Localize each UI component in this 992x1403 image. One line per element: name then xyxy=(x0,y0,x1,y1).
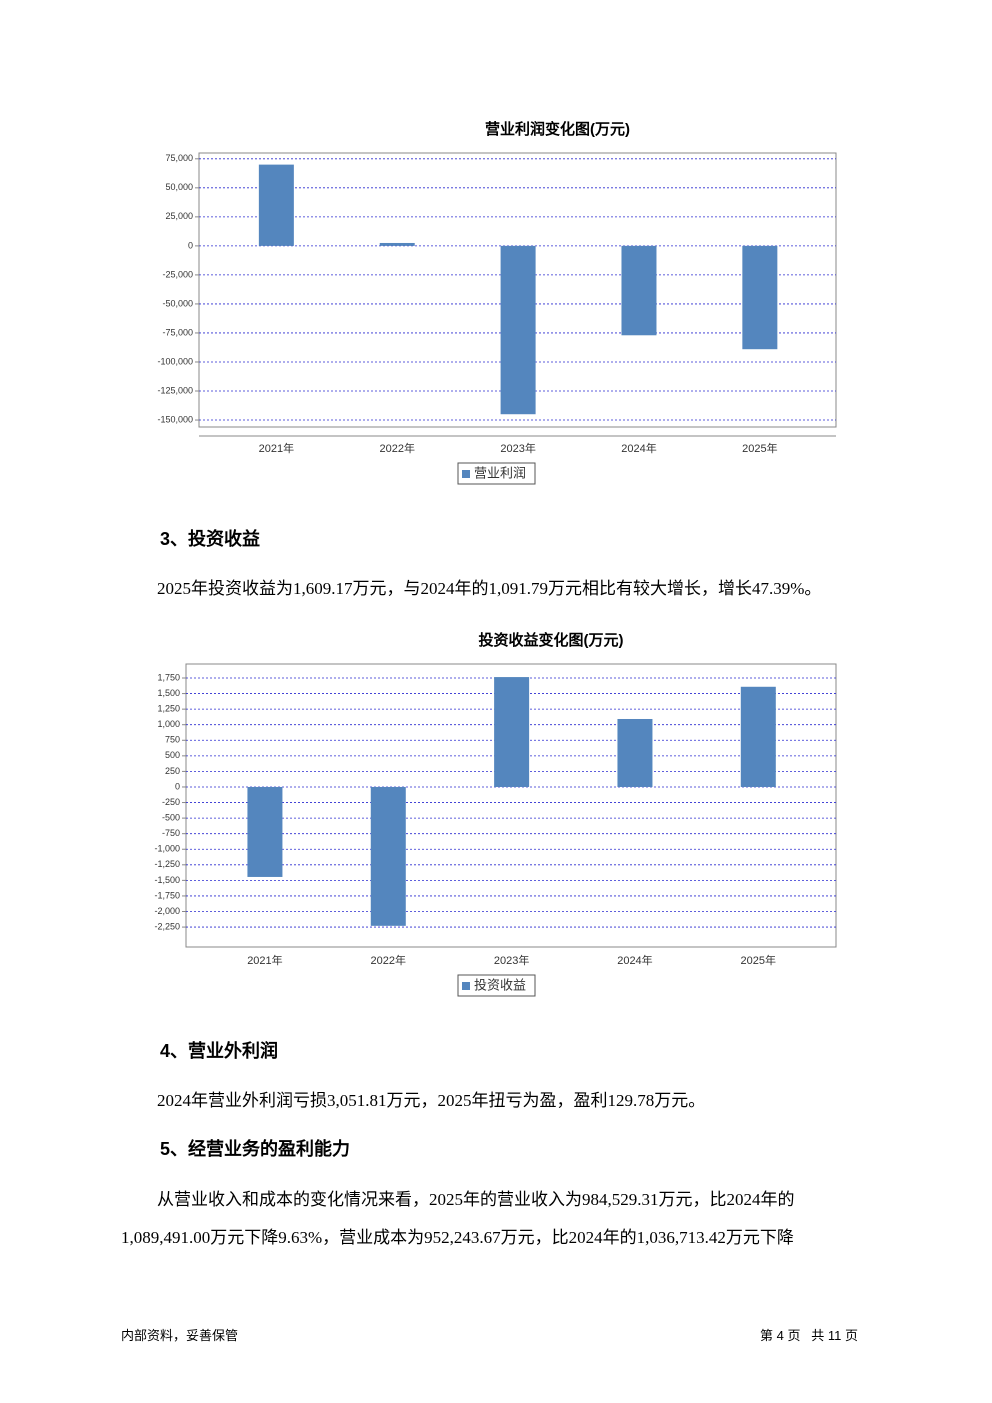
bar xyxy=(258,164,294,246)
footer-left: 内部资料，妥善保管 xyxy=(121,1328,239,1343)
legend-label: 营业利润 xyxy=(474,465,526,480)
y-tick-label: -2,250 xyxy=(154,921,180,931)
legend-label: 投资收益 xyxy=(474,977,526,992)
section-heading: 5、经营业务的盈利能力 xyxy=(160,1139,351,1159)
y-tick-label: 75,000 xyxy=(165,153,193,163)
paragraph: 2025年投资收益为1,609.17万元，与2024年的1,091.79万元相比… xyxy=(157,579,822,598)
legend-box xyxy=(457,462,536,485)
legend-swatch xyxy=(462,470,470,478)
y-tick-label: 1,000 xyxy=(157,719,180,729)
bar xyxy=(742,245,778,350)
legend-box xyxy=(457,974,536,997)
bar xyxy=(617,718,653,787)
x-tick-label: 2024年 xyxy=(621,441,656,455)
y-tick-label: 1,250 xyxy=(157,704,180,714)
paragraph: 1,089,491.00万元下降9.63%，营业成本为952,243.67万元，… xyxy=(121,1228,794,1247)
y-tick-label: 1,500 xyxy=(157,688,180,698)
section-heading: 3、投资收益 xyxy=(160,529,261,549)
y-tick-label: -250 xyxy=(162,797,180,807)
y-tick-label: -50,000 xyxy=(162,298,193,308)
y-tick-label: -75,000 xyxy=(162,327,193,337)
x-tick-label: 2022年 xyxy=(379,441,414,455)
y-tick-label: 750 xyxy=(165,735,180,745)
y-tick-label: 500 xyxy=(165,750,180,760)
y-tick-label: 25,000 xyxy=(165,211,193,221)
x-tick-label: 2021年 xyxy=(259,441,294,455)
y-tick-label: 0 xyxy=(188,240,193,250)
x-tick-label: 2025年 xyxy=(742,441,777,455)
x-tick-label: 2025年 xyxy=(741,953,776,967)
x-tick-label: 2024年 xyxy=(617,953,652,967)
x-tick-label: 2022年 xyxy=(371,953,406,967)
bar xyxy=(494,677,530,787)
section-heading: 4、营业外利润 xyxy=(160,1041,279,1061)
bar xyxy=(370,786,406,926)
bar xyxy=(247,786,283,877)
y-tick-label: 1,750 xyxy=(157,672,180,682)
paragraph: 2024年营业外利润亏损3,051.81万元，2025年扭亏为盈，盈利129.7… xyxy=(157,1091,706,1110)
x-tick-label: 2023年 xyxy=(494,953,529,967)
y-tick-label: -1,500 xyxy=(154,875,180,885)
y-tick-label: -100,000 xyxy=(157,356,193,366)
y-tick-label: -25,000 xyxy=(162,269,193,279)
y-tick-label: -1,750 xyxy=(154,890,180,900)
y-tick-label: -500 xyxy=(162,812,180,822)
chart-title: 投资收益变化图(万元) xyxy=(479,631,624,649)
y-tick-label: 250 xyxy=(165,766,180,776)
bar xyxy=(621,245,657,336)
y-tick-label: -125,000 xyxy=(157,385,193,395)
x-tick-label: 2023年 xyxy=(500,441,535,455)
y-tick-label: -1,000 xyxy=(154,844,180,854)
x-tick-label: 2021年 xyxy=(247,953,282,967)
bar xyxy=(500,245,536,415)
paragraph: 从营业收入和成本的变化情况来看，2025年的营业收入为984,529.31万元，… xyxy=(157,1190,795,1209)
y-tick-label: -750 xyxy=(162,828,180,838)
bar xyxy=(379,242,415,246)
y-tick-label: -1,250 xyxy=(154,859,180,869)
chart-title: 营业利润变化图(万元) xyxy=(485,120,630,138)
y-tick-label: -150,000 xyxy=(157,414,193,424)
y-tick-label: -2,000 xyxy=(154,906,180,916)
legend-swatch xyxy=(462,982,470,990)
y-tick-label: 0 xyxy=(175,781,180,791)
footer-right: 第 4 页 共 11 页 xyxy=(760,1328,859,1343)
y-tick-label: 50,000 xyxy=(165,182,193,192)
bar xyxy=(740,686,776,787)
